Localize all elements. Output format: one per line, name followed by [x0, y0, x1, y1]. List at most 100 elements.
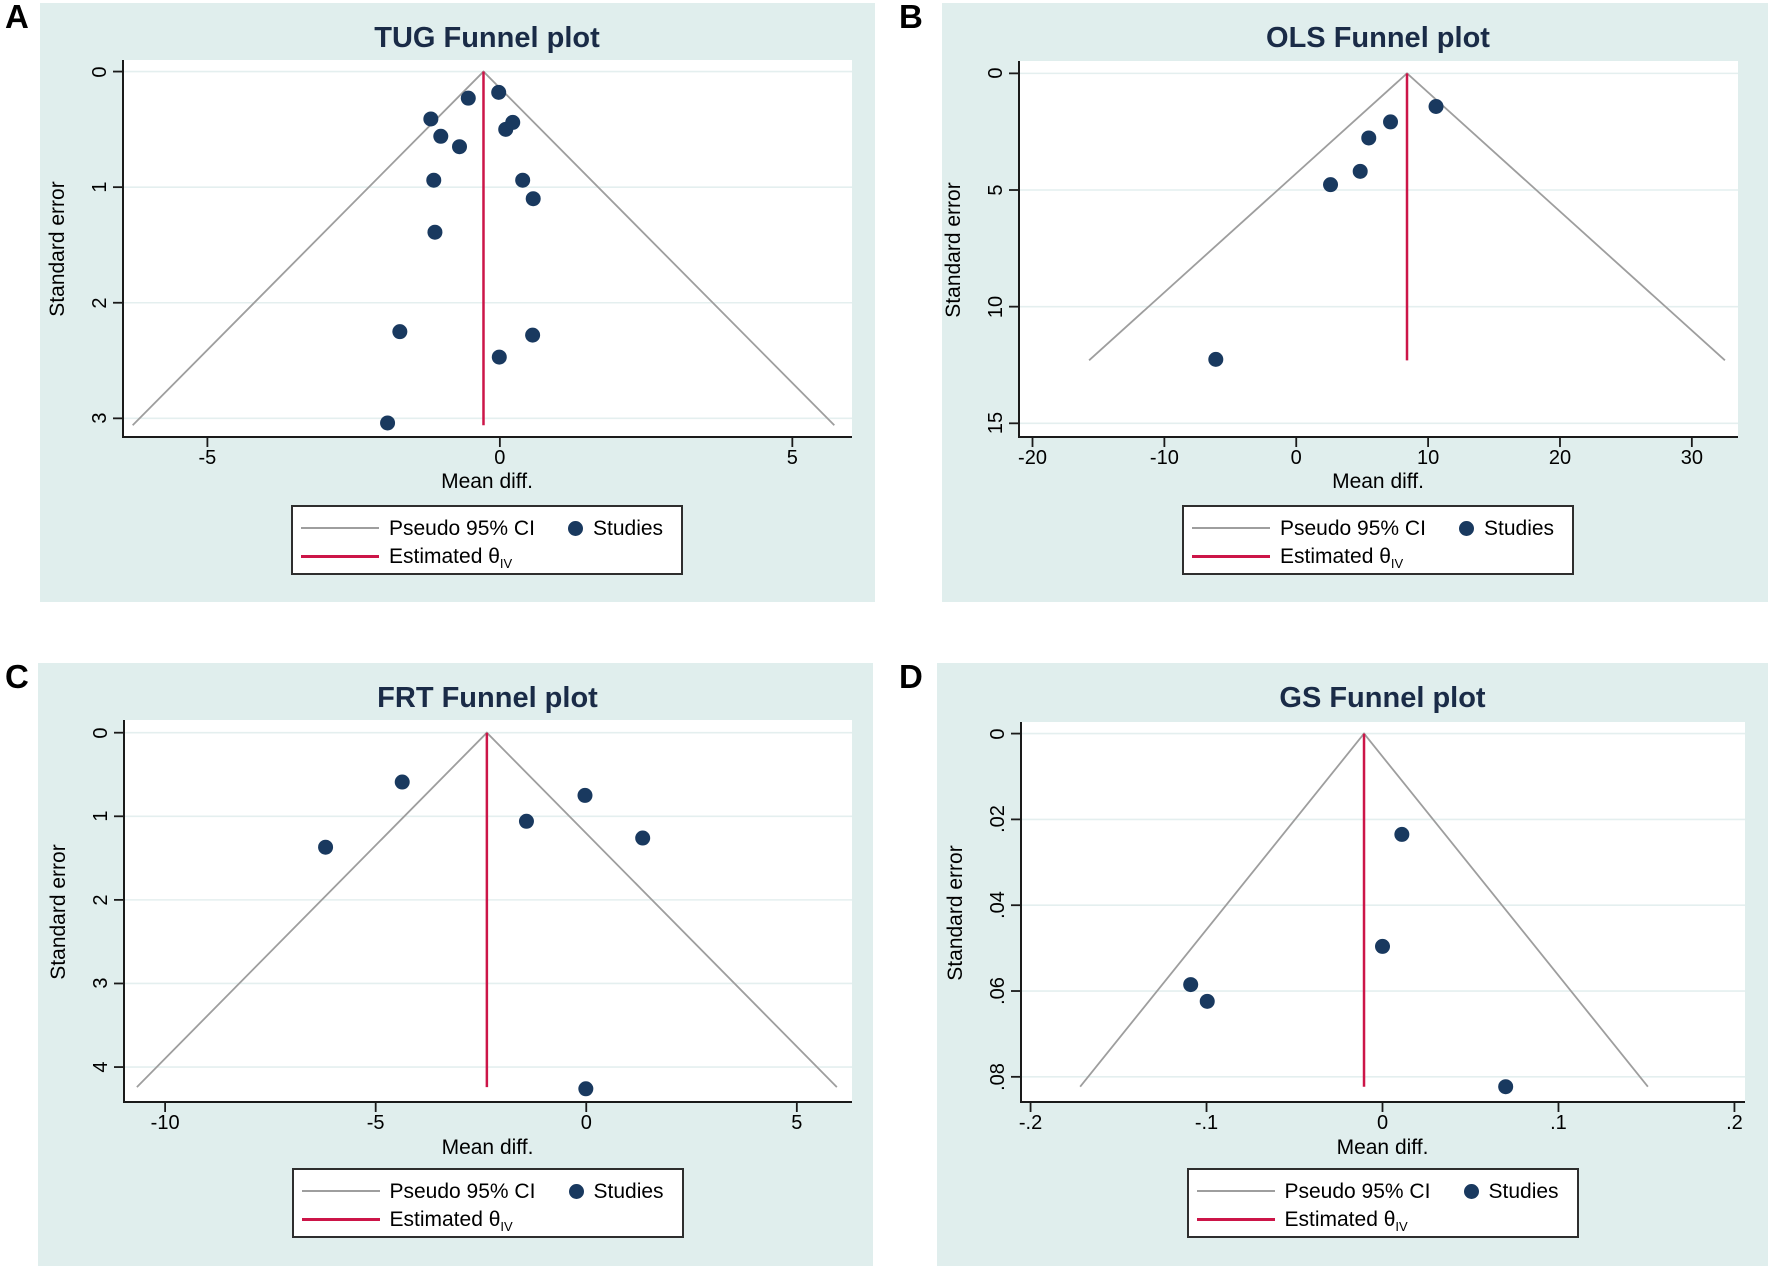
study-point	[1394, 826, 1410, 842]
panel-b-plot-area	[1009, 61, 1738, 447]
legend-estimate-subscript: IV	[500, 1219, 513, 1235]
legend-estimate-label: Estimated θIV	[1280, 545, 1404, 572]
x-tick-label: 0	[494, 447, 506, 469]
study-point	[427, 224, 443, 240]
panel-c-x-axis-title: Mean diff.	[441, 1136, 534, 1159]
legend-ci-line-swatch-icon	[1196, 1190, 1275, 1192]
legend-ci-label: Pseudo 95% CI	[389, 517, 535, 540]
study-point	[515, 172, 531, 188]
panel-a-y-axis-title: Standard error	[46, 181, 69, 317]
legend-studies-label: Studies	[593, 517, 664, 540]
study-point	[1352, 163, 1368, 179]
study-point	[460, 90, 476, 106]
x-tick-label: 30	[1680, 447, 1703, 469]
legend-studies-marker-icon	[1459, 521, 1474, 536]
legend-ci-label: Pseudo 95% CI	[389, 1180, 536, 1203]
study-point	[1375, 938, 1390, 954]
x-tick-label: 5	[791, 1112, 803, 1134]
x-tick-label: -5	[366, 1112, 385, 1134]
y-tick-label: 3	[88, 412, 111, 424]
study-point	[491, 349, 507, 365]
y-tick-label: 1	[88, 181, 111, 193]
legend-estimate-line-swatch-icon	[301, 1218, 380, 1221]
study-point	[525, 191, 541, 207]
legend-ci-line-swatch-icon	[301, 527, 379, 529]
x-tick-label: 20	[1548, 447, 1572, 469]
panel-b-title: OLS Funnel plot	[1266, 22, 1490, 54]
study-point	[1428, 98, 1444, 114]
y-tick-label: 10	[984, 295, 1007, 318]
legend-estimate-line-swatch-icon	[1196, 1218, 1275, 1221]
study-point	[1208, 351, 1224, 367]
study-point	[426, 172, 442, 188]
legend-estimate-subscript: IV	[1390, 556, 1404, 572]
x-tick-label: -.1	[1194, 1112, 1219, 1134]
x-tick-label: -10	[150, 1112, 180, 1134]
study-point	[505, 114, 521, 130]
study-point	[452, 139, 468, 155]
y-tick-label: 3	[89, 977, 112, 990]
x-tick-label: 0	[1376, 1112, 1389, 1134]
y-tick-label: 0	[986, 728, 1009, 740]
panel-b-y-axis-title: Standard error	[942, 181, 965, 318]
study-point	[1323, 177, 1339, 193]
study-point	[394, 774, 410, 790]
y-tick-label: .08	[986, 1062, 1009, 1091]
legend-studies-label: Studies	[1488, 1180, 1559, 1203]
legend-estimate-label: Estimated θIV	[1284, 1208, 1408, 1235]
study-point	[1498, 1079, 1514, 1095]
x-tick-label: 10	[1416, 447, 1440, 469]
panel-b-letter: B	[899, 0, 923, 35]
panel-a-legend: Pseudo 95% CI Studies Estimated θIV	[291, 505, 683, 575]
y-tick-label: .06	[986, 977, 1009, 1005]
study-point	[635, 830, 651, 846]
y-tick-label: .04	[986, 891, 1009, 920]
legend-ci-line-swatch-icon	[301, 1190, 380, 1192]
study-point	[380, 415, 396, 431]
x-tick-label: -20	[1018, 447, 1047, 469]
panel-c-title: FRT Funnel plot	[377, 682, 598, 714]
study-point	[577, 787, 593, 803]
study-point	[518, 813, 534, 829]
x-tick-label: -.2	[1018, 1112, 1043, 1134]
panel-d-x-axis-title: Mean diff.	[1336, 1136, 1429, 1159]
panel-d-title: GS Funnel plot	[1279, 682, 1486, 714]
panel-d-y-axis-title: Standard error	[944, 844, 967, 981]
legend-studies-marker-icon	[568, 1184, 584, 1199]
y-tick-label: 4	[89, 1061, 112, 1073]
panel-d-plot-area	[1011, 722, 1745, 1112]
study-point	[433, 128, 449, 144]
study-point	[491, 84, 507, 100]
panel-b-x-axis-title: Mean diff.	[1332, 470, 1424, 493]
panel-c-legend: Pseudo 95% CI Studies Estimated θIV	[291, 1168, 684, 1238]
study-point	[525, 327, 541, 343]
legend-estimate-subscript: IV	[1395, 1219, 1408, 1235]
panel-a-x-axis-title: Mean diff.	[441, 470, 533, 493]
panel-a-title: TUG Funnel plot	[374, 22, 600, 54]
panel-c-letter: C	[5, 658, 29, 695]
pseudo-ci-funnel-line	[132, 70, 835, 426]
legend-estimate-line-swatch-icon	[1192, 555, 1270, 558]
legend-ci-label: Pseudo 95% CI	[1280, 517, 1426, 540]
study-point	[1183, 977, 1199, 993]
x-tick-label: .1	[1550, 1112, 1567, 1134]
y-tick-label: 2	[88, 297, 111, 309]
legend-studies-label: Studies	[593, 1180, 664, 1203]
study-point	[1199, 993, 1215, 1009]
y-tick-label: .02	[986, 805, 1009, 834]
x-tick-label: 0	[1290, 447, 1302, 469]
legend-studies-marker-icon	[1463, 1184, 1479, 1199]
y-tick-label: 5	[984, 184, 1007, 196]
legend-estimate-label: Estimated θIV	[389, 545, 513, 572]
x-tick-label: -5	[198, 447, 217, 469]
study-point	[392, 324, 408, 340]
panel-b-legend: Pseudo 95% CI Studies Estimated θIV	[1182, 505, 1574, 575]
x-tick-label: -10	[1149, 447, 1179, 469]
pseudo-ci-funnel-line	[1088, 72, 1726, 361]
legend-ci-line-swatch-icon	[1192, 527, 1270, 529]
legend-studies-marker-icon	[568, 521, 583, 536]
legend-ci-label: Pseudo 95% CI	[1284, 1180, 1431, 1203]
study-point	[318, 839, 334, 855]
y-tick-label: 0	[88, 65, 111, 78]
